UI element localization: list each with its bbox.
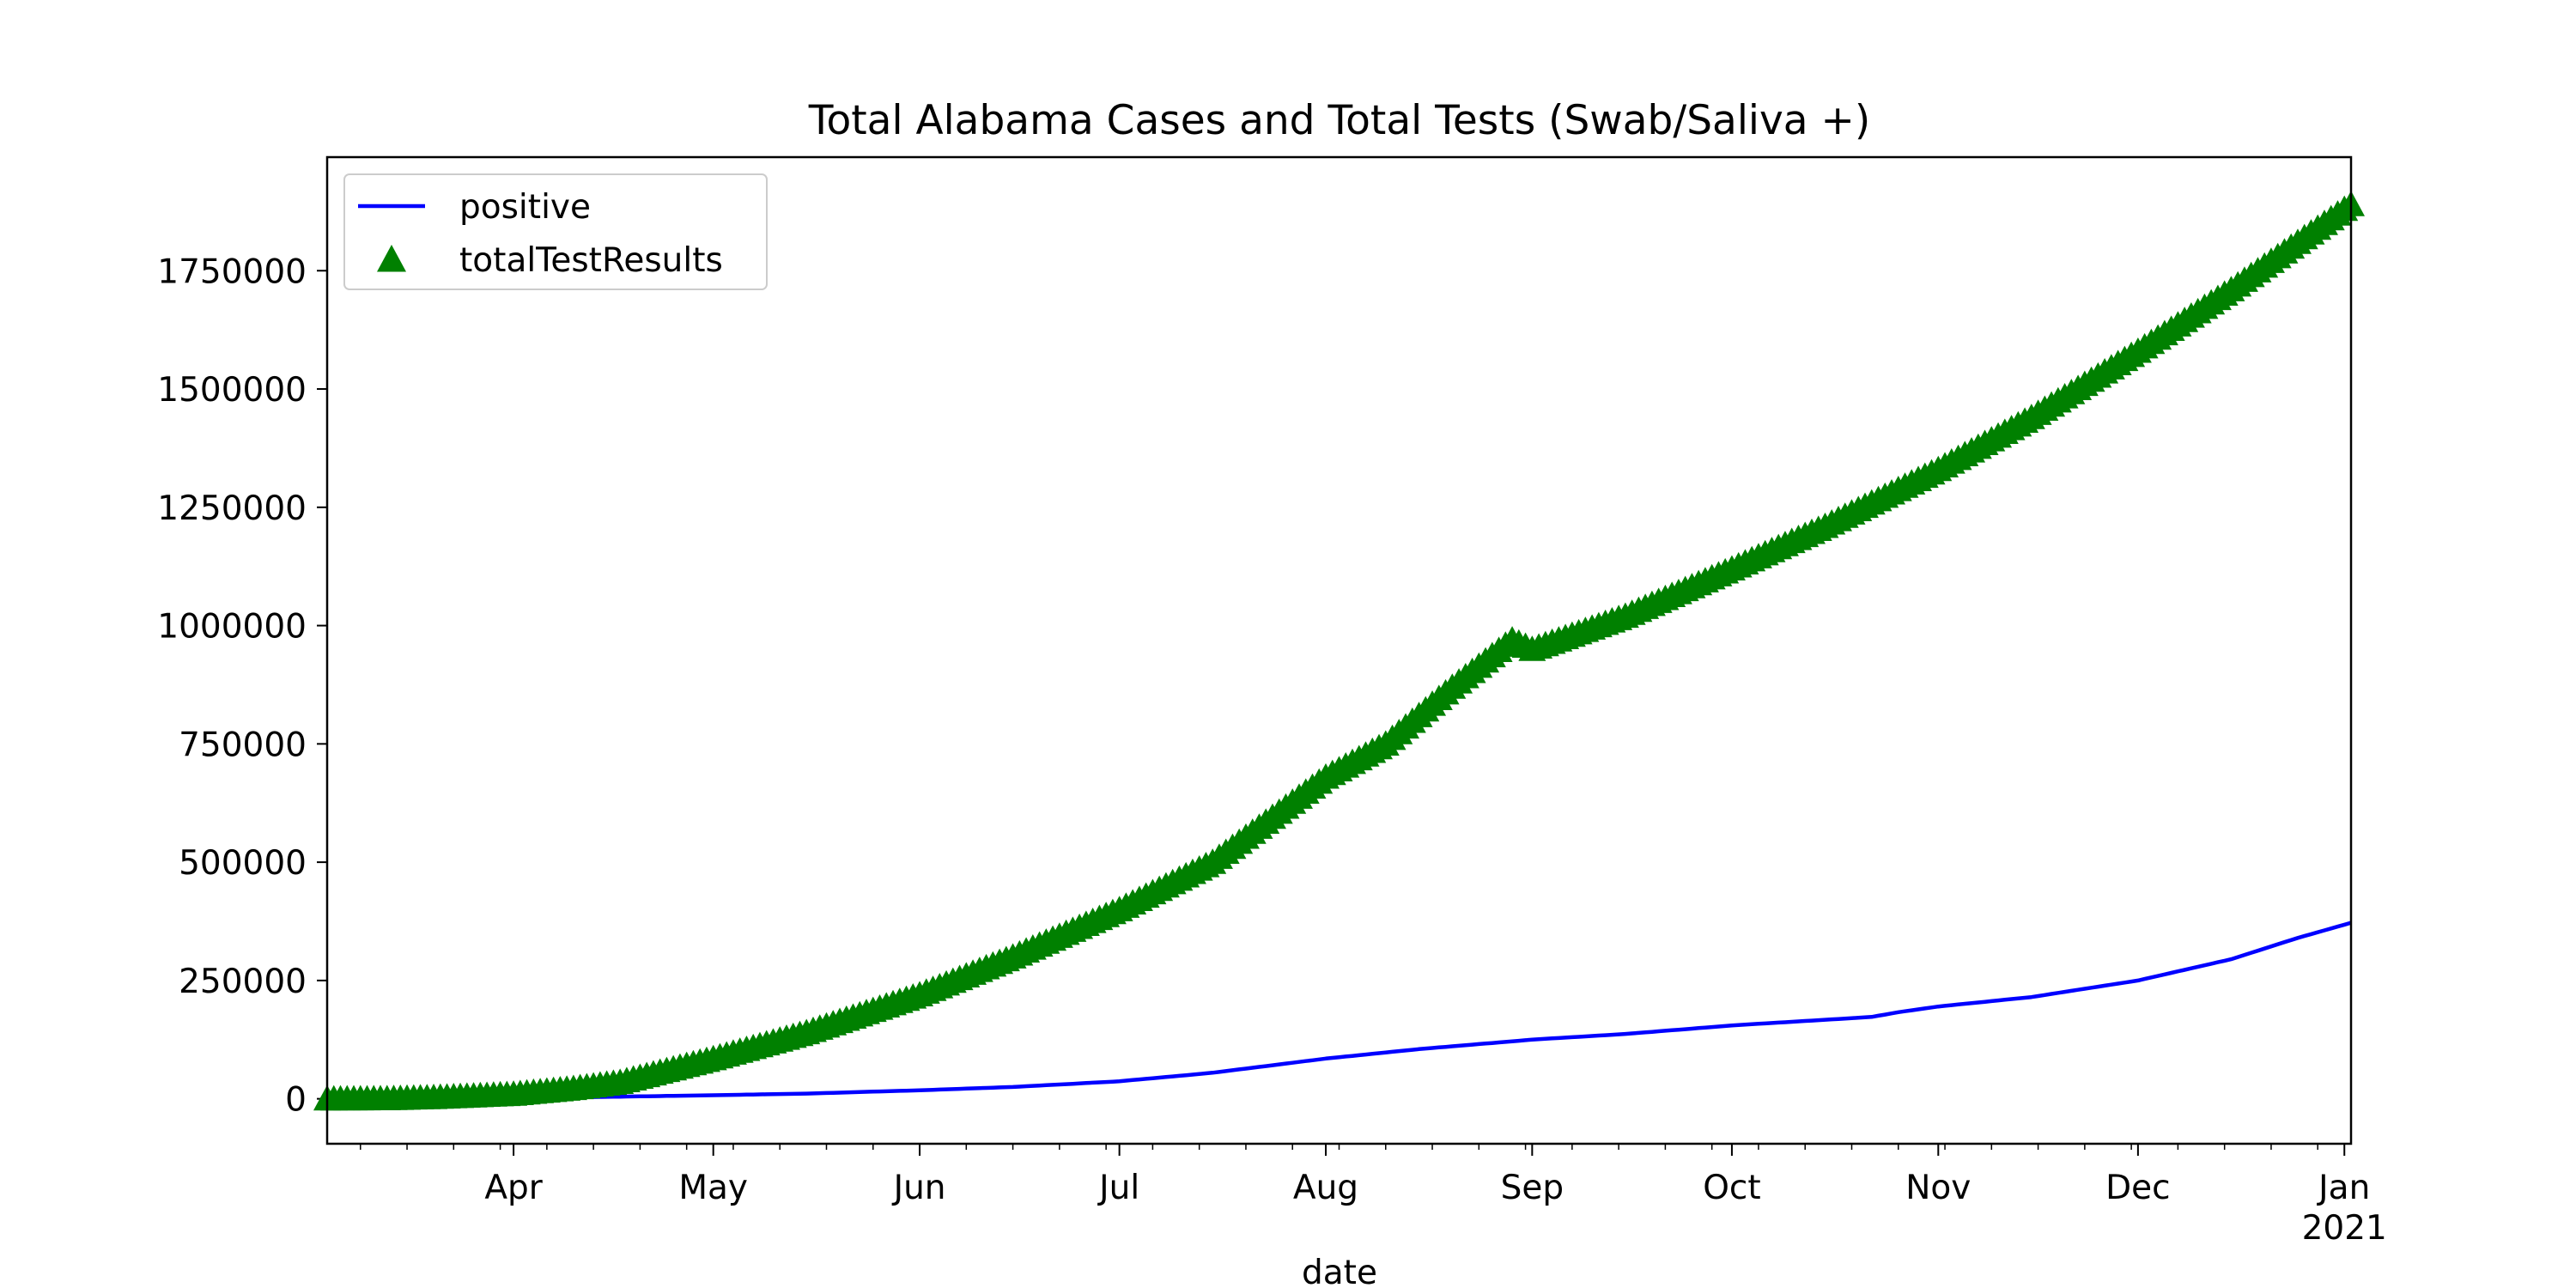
legend-box — [343, 173, 768, 290]
x-tick-label: Dec — [2105, 1169, 2170, 1207]
legend-entry-label: positive — [459, 188, 591, 227]
x-tick-sublabel: 2021 — [2302, 1209, 2387, 1248]
y-tick-label: 250000 — [179, 963, 307, 1001]
y-tick-label: 750000 — [179, 726, 307, 764]
x-tick-label: Jul — [1097, 1169, 1139, 1207]
series-markers-totalTestResults — [313, 191, 2365, 1111]
legend-entry-label: totalTestResults — [459, 241, 723, 280]
x-axis-label: date — [1302, 1254, 1377, 1288]
plot-area: 0 250000 500000 750000 1000000 1250000 1500000… — [157, 155, 2387, 1248]
y-tick-label: 500000 — [179, 844, 307, 883]
x-tick-label: Nov — [1905, 1169, 1971, 1207]
chart-title: Total Alabama Cases and Total Tests (Swa… — [808, 97, 1870, 144]
series-line-positive — [327, 920, 2352, 1101]
x-tick-label: Jan — [2316, 1169, 2370, 1207]
x-tick-label: Sep — [1501, 1169, 1564, 1207]
legend: positive totalTestResults — [343, 173, 768, 290]
y-tick-label: 1750000 — [157, 252, 307, 291]
y-tick-label: 0 — [285, 1081, 307, 1120]
x-tick-label: May — [678, 1169, 748, 1207]
legend-marker-swatch — [377, 245, 406, 272]
x-tick-label: Apr — [484, 1169, 543, 1207]
y-tick-label: 1000000 — [157, 608, 307, 647]
x-tick-label: Jun — [891, 1169, 946, 1207]
x-tick-label: Oct — [1703, 1169, 1760, 1207]
axes-frame — [325, 155, 2353, 1145]
x-tick-label: Aug — [1293, 1169, 1358, 1207]
y-tick-label: 1500000 — [157, 371, 307, 410]
y-tick-label: 1250000 — [157, 489, 307, 528]
